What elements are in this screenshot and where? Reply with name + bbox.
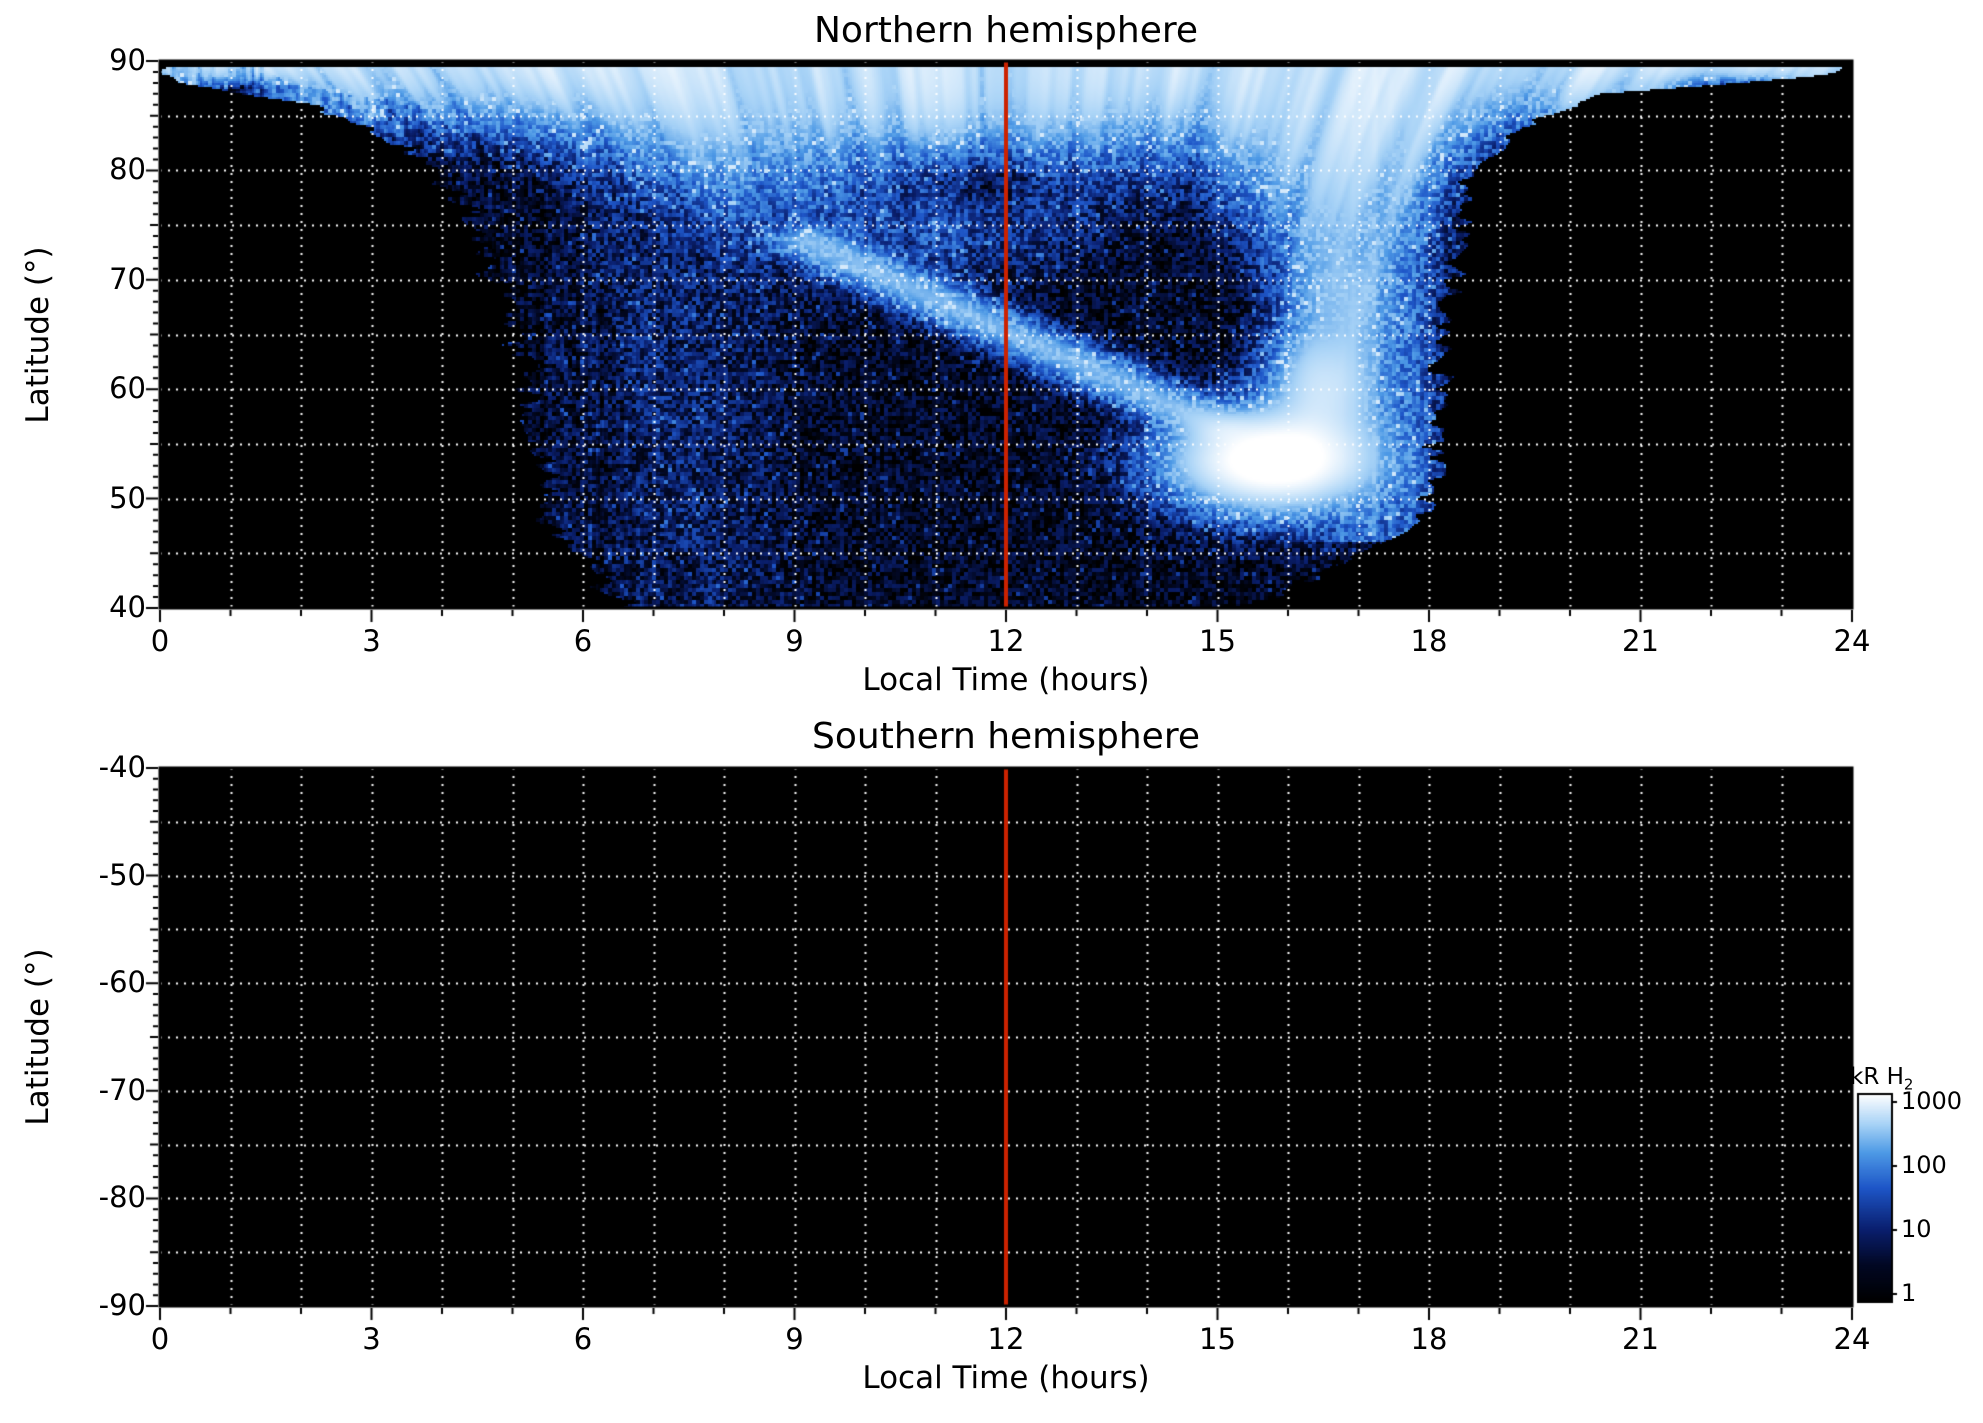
y-tick-label: -60 [98, 965, 146, 1000]
x-tick-label: 15 [1199, 624, 1236, 658]
x-tick-label: 9 [785, 1322, 804, 1356]
x-tick-label: 15 [1199, 1322, 1236, 1356]
north-title: Northern hemisphere [813, 10, 1199, 51]
colorbar-label: kR H2 [1850, 1064, 1913, 1098]
x-tick-label: 0 [150, 1322, 170, 1356]
y-tick-label: -90 [98, 1288, 146, 1322]
x-tick-label: 18 [1410, 1322, 1448, 1356]
x-tick-label: 0 [150, 624, 170, 658]
y-tick-label: 90 [109, 43, 146, 77]
y-tick-label: 70 [109, 261, 146, 296]
south-title: Southern hemisphere [812, 716, 1200, 757]
x-tick-label: 3 [362, 1322, 381, 1356]
y-tick-label: 60 [109, 371, 146, 406]
x-tick-label: 6 [573, 1322, 593, 1356]
x-tick-label: 18 [1410, 624, 1448, 658]
x-tick-label: 9 [785, 624, 804, 658]
y-tick-label: -70 [98, 1072, 146, 1107]
south-x-axis-label: Local Time (hours) [862, 1360, 1150, 1396]
y-tick-label: 40 [109, 590, 146, 624]
y-tick-label: -80 [98, 1180, 146, 1215]
x-tick-label: 21 [1622, 624, 1659, 658]
y-tick-label: 50 [109, 480, 146, 515]
x-tick-label: 6 [573, 624, 593, 658]
colorbar-tick-label: 1000 [1901, 1087, 1963, 1115]
x-tick-label: 24 [1833, 624, 1871, 658]
x-tick-label: 3 [362, 624, 381, 658]
y-tick-label: 80 [109, 152, 146, 187]
y-tick-label: -50 [98, 857, 146, 892]
colorbar-tick-label: 100 [1901, 1151, 1947, 1179]
x-tick-label: 24 [1833, 1322, 1871, 1356]
north-x-axis-label: Local Time (hours) [862, 662, 1150, 698]
colorbar-label-sub: 2 [1903, 1075, 1914, 1094]
x-tick-label: 12 [987, 1322, 1025, 1356]
colorbar-label-text: kR H [1850, 1064, 1904, 1090]
x-tick-label: 21 [1622, 1322, 1659, 1356]
x-tick-label: 12 [987, 624, 1025, 658]
colorbar-tick-label: 10 [1901, 1215, 1932, 1243]
colorbar-tick-label: 1 [1901, 1279, 1917, 1307]
y-tick-label: -40 [98, 750, 146, 784]
